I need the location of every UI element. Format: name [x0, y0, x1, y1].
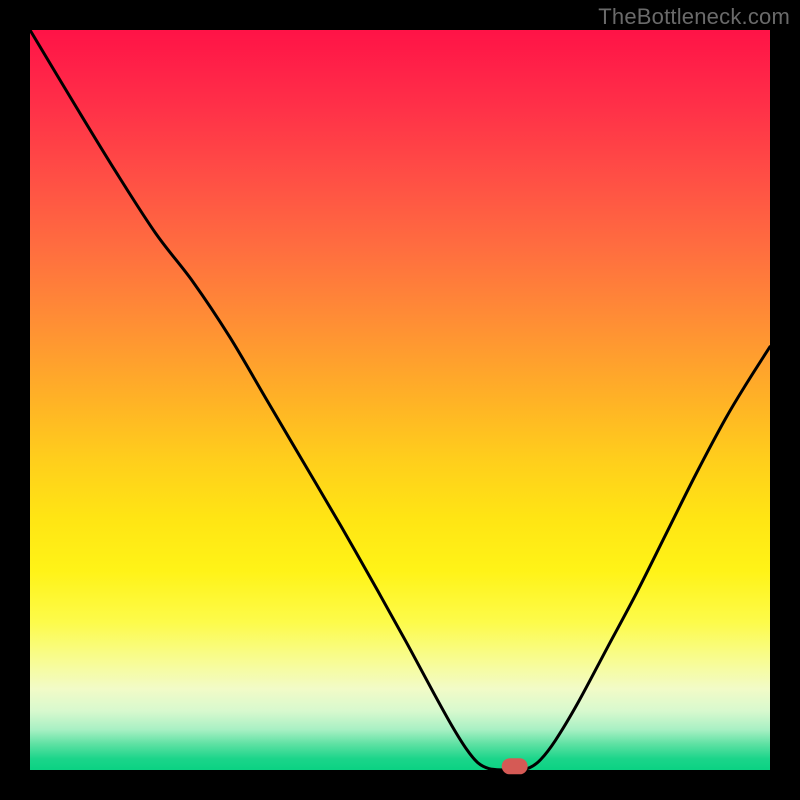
optimal-point-marker	[502, 758, 528, 774]
watermark-text: TheBottleneck.com	[598, 4, 790, 30]
plot-area-gradient	[30, 30, 770, 770]
bottleneck-chart	[0, 0, 800, 800]
